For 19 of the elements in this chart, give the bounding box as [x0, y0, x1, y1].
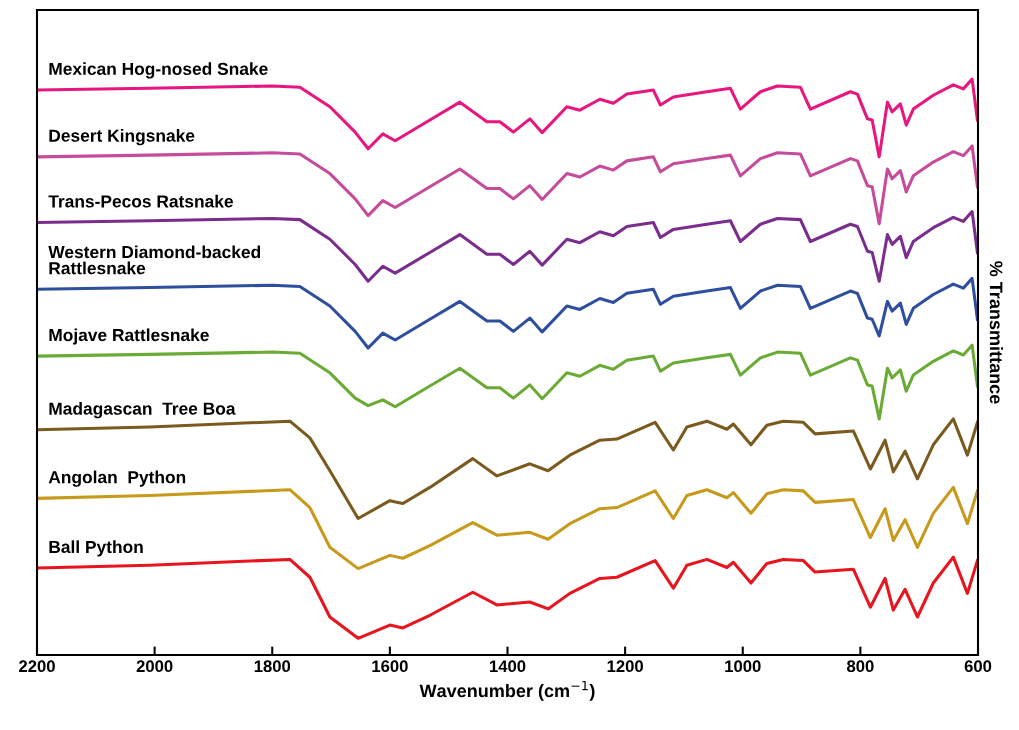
series-label: Trans-Pecos Ratsnake	[48, 194, 233, 208]
x-tick-label: 1600	[372, 660, 408, 673]
x-tick-label: 2000	[136, 660, 173, 673]
x-tick-label: 2200	[19, 660, 55, 673]
y2-axis-title: % Transmittance	[989, 261, 1003, 404]
series-label: Desert Kingsnake	[49, 129, 195, 146]
series-label: Western Diamond-backed Rattlesnake	[48, 245, 261, 275]
x-tick-label: 1200	[607, 660, 643, 673]
x-tick-label: 800	[847, 660, 874, 673]
x-tick-label: 1800	[254, 660, 291, 673]
series-label: Ball Python	[49, 540, 143, 557]
series-label: Madagascan Tree Boa	[49, 402, 236, 419]
x-tick-label: 1000	[725, 660, 761, 673]
x-tick-label: 1400	[490, 660, 526, 673]
x-axis-title: Wavenumber (cm$^{−1}$)	[419, 680, 595, 701]
series-label: Angolan Python	[48, 470, 186, 487]
x-tick-label: 600	[964, 660, 992, 673]
series-label: Mexican Hog-nosed Snake	[49, 62, 268, 79]
series-label: Mojave Rattlesnake	[49, 328, 209, 345]
